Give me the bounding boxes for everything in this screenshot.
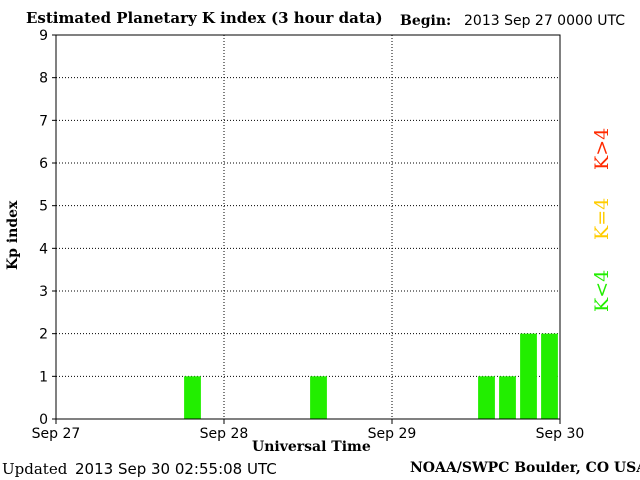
legend-k-equal-4: K=4 [591,197,613,240]
y-tick-label: 2 [39,327,48,343]
y-tick-label: 5 [39,199,48,215]
x-axis-ticks: Sep 27 Sep 28 Sep 29 Sep 30 [32,419,585,442]
begin-value: 2013 Sep 27 0000 UTC [464,13,626,29]
y-tick-label: 3 [39,284,48,300]
x-tick-label: Sep 30 [536,426,585,442]
plot-frame [55,34,561,420]
legend-k-above-4: K>4 [591,127,613,170]
updated-value: 2013 Sep 30 02:55:08 UTC [75,460,277,478]
legend-k-below-4: K<4 [591,269,613,312]
chart-title: Estimated Planetary K index (3 hour data… [26,9,383,27]
kp-bar [520,333,537,419]
y-tick-label: 8 [39,71,48,87]
y-axis-ticks: 0 1 2 3 4 5 6 7 8 9 [39,28,56,428]
x-axis-label: Universal Time [252,439,371,455]
x-tick-label: Sep 28 [200,426,249,442]
grid-lines [56,35,560,419]
credit-text: NOAA/SWPC Boulder, CO USA [410,460,640,476]
y-tick-label: 6 [39,156,48,172]
kp-bar [499,376,516,419]
y-tick-label: 7 [39,113,48,129]
kp-bar [310,376,327,419]
x-tick-label: Sep 29 [368,426,417,442]
kp-bar [184,376,201,419]
kp-bar [478,376,495,419]
y-tick-label: 0 [39,412,48,428]
begin-label: Begin: [400,13,452,29]
y-tick-label: 4 [39,241,48,257]
y-tick-label: 9 [39,28,48,44]
bars [184,333,558,419]
y-tick-label: 1 [39,369,48,385]
x-tick-label: Sep 27 [32,426,81,442]
y-axis-label: Kp index [5,200,21,270]
kp-bar [541,333,558,419]
updated-label: Updated [2,460,68,478]
